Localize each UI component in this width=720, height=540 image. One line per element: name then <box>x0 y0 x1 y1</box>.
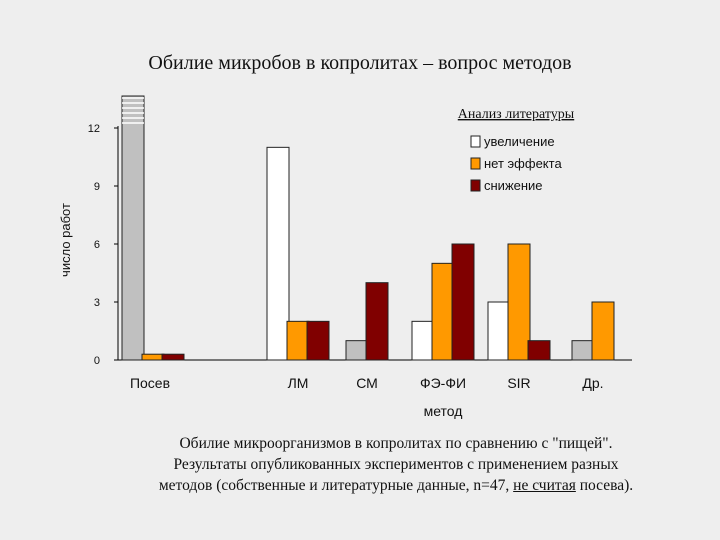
bar-нет эффекта-ЛМ <box>286 320 310 361</box>
x-tick-label-6: Др. <box>582 375 603 391</box>
chart-title: Анализ литературы <box>458 107 575 122</box>
legend-label-3: снижение <box>484 178 543 193</box>
legend-label-1: увеличение <box>484 134 555 149</box>
bar-снижение-SIR <box>527 340 551 361</box>
bar-увеличение-ФЭ-ФИ <box>411 320 435 361</box>
bar-без изменений-Др. <box>571 340 595 361</box>
bar-снижение-ЛМ <box>306 320 330 361</box>
bar-нет эффекта-Др. <box>591 301 615 361</box>
caption-line-3: методов (собственные и литературные данн… <box>96 475 696 496</box>
caption-line-2: Результаты опубликованных экспериментов … <box>173 456 619 473</box>
x-tick-label-2: ЛМ <box>288 375 309 391</box>
bar-снижение-Посев <box>161 353 185 361</box>
legend-swatch-3 <box>470 179 481 192</box>
x-tick-label-1: Посев <box>130 375 170 391</box>
legend-swatch-1 <box>470 135 481 148</box>
legend-swatch-2 <box>470 157 481 170</box>
bar-нет эффекта-ФЭ-ФИ <box>431 262 455 361</box>
bar-увеличение-Посев <box>121 95 145 361</box>
caption-line-3-end: посева). <box>575 477 634 494</box>
bar-снижение-СМ <box>365 282 389 361</box>
bar-увеличение-SIR <box>487 301 511 361</box>
bar-нет эффекта-SIR <box>507 243 531 361</box>
x-tick-label-4: ФЭ-ФИ <box>420 375 466 391</box>
y-tick-label: 3 <box>94 297 100 309</box>
y-axis-title: число работ <box>58 203 73 277</box>
x-axis-title: метод <box>424 403 463 419</box>
figure-caption: Обилие микроорганизмов в копролитах по с… <box>96 433 696 496</box>
legend-label-2: нет эффекта <box>484 156 562 171</box>
y-tick-label: 6 <box>94 239 100 251</box>
y-tick-label: 12 <box>88 123 100 135</box>
y-tick-label: 9 <box>94 181 100 193</box>
bar-без изменений-СМ <box>345 340 369 361</box>
x-tick-label-3: СМ <box>356 375 378 391</box>
x-tick-label-5: SIR <box>507 375 530 391</box>
slide-title: Обилие микробов в копролитах – вопрос ме… <box>148 52 572 74</box>
caption-line-1: Обилие микроорганизмов в копролитах по с… <box>179 435 613 452</box>
bar-нет эффекта-Посев <box>141 353 165 361</box>
bar-увеличение-ЛМ <box>266 146 290 361</box>
y-tick-label: 0 <box>94 355 100 367</box>
bar-снижение-ФЭ-ФИ <box>451 243 475 361</box>
caption-underlined: не считая <box>513 477 576 494</box>
caption-line-3-start: методов (собственные и литературные данн… <box>158 477 514 494</box>
